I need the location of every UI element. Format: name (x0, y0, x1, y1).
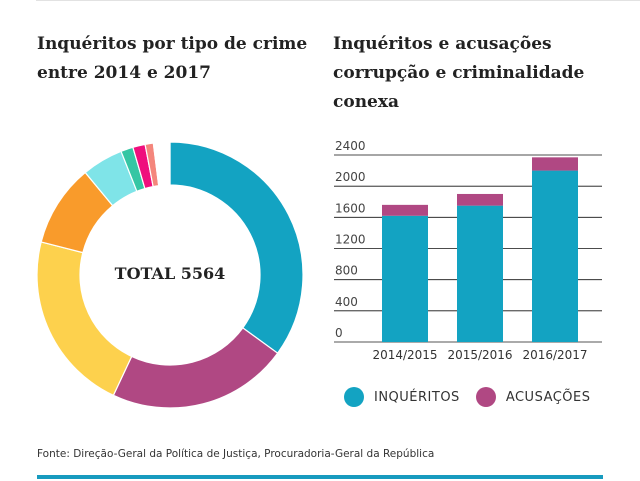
donut-chart (36, 141, 304, 409)
bar-inqueritos-0 (382, 215, 428, 342)
x-tick-label: 2014/2015 (372, 348, 437, 362)
donut-slice-0 (169, 141, 304, 355)
bar-chart-title: Inquéritos e acusações corrupção e crimi… (333, 30, 633, 117)
y-tick-label: 800 (335, 264, 358, 278)
legend-item-acusacoes: ACUSAÇÕES (475, 387, 591, 407)
legend-label-acusacoes: ACUSAÇÕES (505, 389, 591, 405)
bar-inqueritos-2 (532, 170, 578, 342)
y-tick-label: 400 (335, 295, 358, 309)
source-note: Fonte: Direção-Geral da Política de Just… (37, 448, 435, 460)
x-tick-label: 2015/2016 (447, 348, 512, 362)
bar-title-line: corrupção e criminalidade (333, 63, 585, 83)
donut-slice-1 (112, 327, 279, 409)
y-tick-label: 1200 (335, 233, 366, 247)
y-tick-label: 2400 (335, 139, 366, 153)
y-tick-label: 2000 (335, 170, 366, 184)
legend-item-inqueritos: INQUÉRITOS (344, 387, 460, 407)
x-tick-label: 2016/2017 (522, 348, 587, 362)
stacked-bar-chart: 0 400 800 1200 1600 2000 2400 2014/2015 2015/201… (334, 139, 602, 362)
bar-acusacoes-0 (382, 204, 428, 216)
bottom-rule (37, 475, 603, 479)
bar-legend: INQUÉRITOS ACUSAÇÕES (344, 387, 607, 407)
legend-swatch-inqueritos (344, 387, 364, 407)
top-divider (36, 0, 640, 1)
y-tick-label: 1600 (335, 201, 366, 215)
donut-total-label: TOTAL 5564 (115, 264, 226, 283)
bar-acusacoes-2 (532, 157, 578, 171)
bar-title-line: Inquéritos e acusações (333, 34, 552, 54)
legend-swatch-acusacoes (475, 387, 496, 407)
bar-title-line: conexa (333, 92, 400, 112)
y-tick-label: 0 (335, 326, 343, 340)
bar-inqueritos-1 (457, 205, 503, 342)
donut-title-line: entre 2014 e 2017 (37, 63, 212, 83)
donut-slice-8 (152, 141, 171, 187)
legend-label-inqueritos: INQUÉRITOS (374, 389, 460, 405)
donut-chart-title: Inquéritos por tipo de crime entre 2014 … (37, 30, 317, 88)
donut-title-line: Inquéritos por tipo de crime (37, 34, 308, 54)
bar-acusacoes-1 (457, 193, 503, 206)
